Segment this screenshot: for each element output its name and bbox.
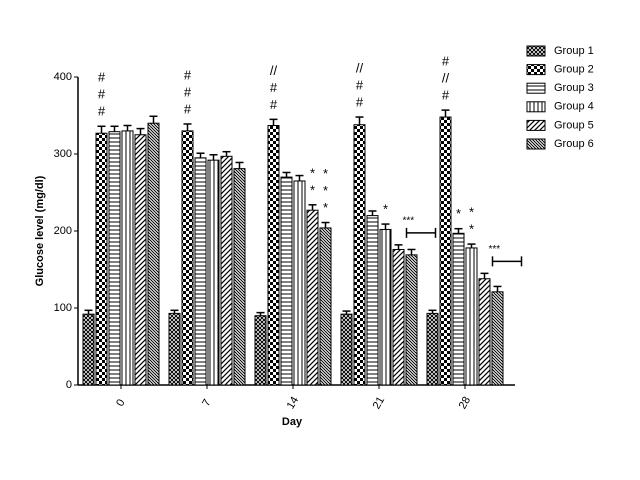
annotation: *: [323, 183, 328, 198]
x-tick-label: 21: [371, 395, 388, 412]
x-tick-label: 0: [114, 397, 127, 408]
annotation: #: [98, 70, 106, 85]
bar: [220, 155, 233, 386]
legend-swatch: [526, 64, 546, 76]
bar: [280, 176, 293, 386]
annotation: #: [184, 67, 192, 82]
bar: [168, 312, 181, 386]
annotation: #: [270, 97, 278, 112]
y-tick-label: 400: [54, 71, 72, 83]
legend-swatch: [526, 119, 546, 131]
bar: [121, 130, 134, 386]
bar: [426, 312, 439, 386]
bar: [181, 130, 194, 386]
annotation: #: [184, 84, 192, 99]
y-tick-label: 300: [54, 148, 72, 160]
bar: [108, 131, 121, 386]
bar: [405, 254, 418, 386]
annotation: *: [469, 222, 474, 237]
legend-swatch: [526, 82, 546, 94]
annotation: #: [98, 87, 106, 102]
annotation: //: [442, 71, 450, 86]
legend-label: Group 6: [554, 138, 594, 150]
legend-swatch: [526, 101, 546, 113]
annotation: //: [356, 60, 364, 75]
legend-label: Group 1: [554, 45, 594, 57]
bar: [379, 228, 392, 386]
annotation: *: [310, 182, 315, 197]
bar: [207, 159, 220, 386]
legend-label: Group 5: [554, 119, 594, 131]
annotation: *: [456, 206, 461, 221]
bracket-label: ***: [489, 244, 501, 255]
bar: [293, 180, 306, 386]
x-tick-label: 28: [457, 395, 474, 412]
bar: [319, 227, 332, 386]
bar: [267, 125, 280, 386]
bar: [306, 209, 319, 386]
bar: [233, 168, 246, 386]
bar: [147, 122, 160, 386]
bar: [478, 278, 491, 386]
x-tick-label: 14: [285, 395, 302, 412]
y-tick-label: 0: [66, 379, 72, 391]
bar: [452, 232, 465, 386]
legend-swatch: [526, 138, 546, 150]
annotation: //: [270, 63, 278, 78]
legend-label: Group 2: [554, 64, 594, 76]
x-axis-label: Day: [282, 416, 303, 428]
legend-label: Group 3: [554, 82, 594, 94]
annotation: #: [270, 80, 278, 95]
bar: [254, 315, 267, 386]
legend-label: Group 4: [554, 101, 594, 113]
annotation: *: [323, 166, 328, 181]
annotation: #: [356, 77, 364, 92]
annotation: #: [98, 104, 106, 119]
annotation: #: [184, 101, 192, 116]
bar: [366, 215, 379, 386]
bar: [340, 313, 353, 386]
bracket-label: ***: [403, 216, 415, 227]
bar: [491, 291, 504, 386]
annotation: *: [469, 205, 474, 220]
x-tick-label: 7: [200, 397, 213, 408]
bar: [82, 313, 95, 386]
y-tick-label: 100: [54, 302, 72, 314]
annotation: *: [310, 165, 315, 180]
annotation: #: [442, 88, 450, 103]
bar: [353, 124, 366, 386]
legend-swatch: [526, 45, 546, 57]
bar: [392, 248, 405, 386]
bar: [134, 134, 147, 386]
bar: [439, 116, 452, 386]
bar: [194, 157, 207, 386]
y-tick-label: 200: [54, 225, 72, 237]
bar: [465, 247, 478, 386]
annotation: #: [356, 94, 364, 109]
bar: [95, 132, 108, 386]
y-axis-label: Glucose level (mg/dl): [34, 175, 46, 286]
annotation: #: [442, 54, 450, 69]
annotation: *: [323, 200, 328, 215]
annotation: *: [383, 202, 388, 217]
